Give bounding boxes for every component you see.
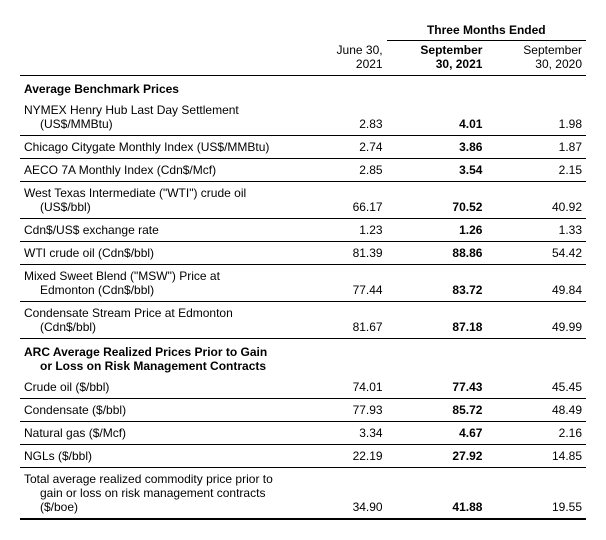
table-row: NYMEX Henry Hub Last Day Settlement(US$/…: [20, 99, 586, 136]
table-row: Condensate Stream Price at Edmonton(Cdn$…: [20, 301, 586, 338]
table-row: West Texas Intermediate ("WTI") crude oi…: [20, 181, 586, 218]
table-row: NGLs ($/bbl) 22.19 27.92 14.85: [20, 444, 586, 467]
col-header-sep-2020: September30, 2020: [486, 41, 586, 76]
section-header-benchmark: Average Benchmark Prices: [20, 75, 586, 99]
table-row: WTI crude oil (Cdn$/bbl) 81.39 88.86 54.…: [20, 241, 586, 264]
col-header-sep-2021: September30, 2021: [387, 41, 487, 76]
table-row: Condensate ($/bbl) 77.93 85.72 48.49: [20, 398, 586, 421]
table-row: Chicago Citygate Monthly Index (US$/MMBt…: [20, 135, 586, 158]
total-row: Total average realized commodity price p…: [20, 467, 586, 519]
section-header-realized: ARC Average Realized Prices Prior to Gai…: [20, 338, 586, 376]
period-span-header: Three Months Ended: [387, 20, 586, 41]
table-row: AECO 7A Monthly Index (Cdn$/Mcf) 2.85 3.…: [20, 158, 586, 181]
table-row: Natural gas ($/Mcf) 3.34 4.67 2.16: [20, 421, 586, 444]
benchmark-prices-table: Three Months Ended June 30,2021 Septembe…: [20, 20, 586, 520]
header-row-dates: June 30,2021 September30, 2021 September…: [20, 41, 586, 76]
table-row: Crude oil ($/bbl) 74.01 77.43 45.45: [20, 376, 586, 399]
table-row: Mixed Sweet Blend ("MSW") Price atEdmont…: [20, 264, 586, 301]
header-row-span: Three Months Ended: [20, 20, 586, 41]
table-row: Cdn$/US$ exchange rate 1.23 1.26 1.33: [20, 218, 586, 241]
col-header-jun-2021: June 30,2021: [290, 41, 387, 76]
